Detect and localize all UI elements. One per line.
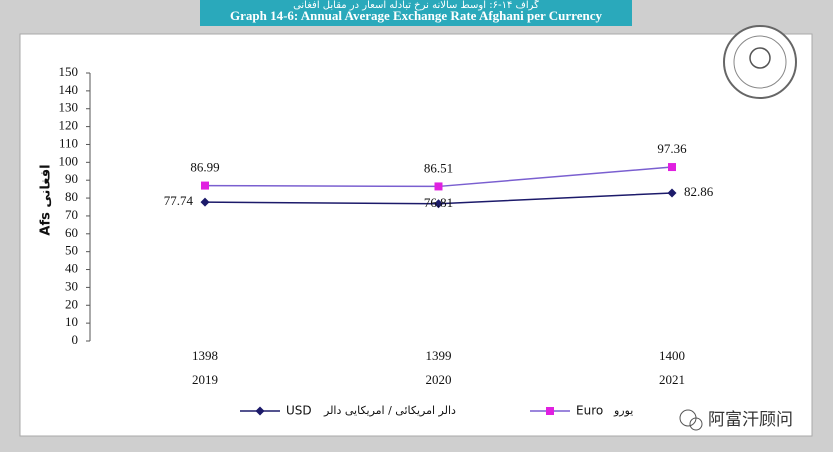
- y-tick-label: 40: [65, 261, 78, 276]
- marker: [546, 407, 554, 415]
- y-tick-label: 140: [59, 82, 79, 97]
- marker: [668, 163, 676, 172]
- y-tick-label: 10: [65, 314, 78, 329]
- y-tick-label: 60: [65, 225, 78, 240]
- y-tick-label: 0: [72, 332, 79, 347]
- panel: [19, 33, 813, 437]
- y-tick-label: 150: [59, 64, 79, 79]
- y-tick-label: 30: [65, 278, 78, 293]
- data-label: 86.99: [190, 160, 219, 175]
- y-tick-label: 130: [59, 100, 79, 115]
- legend-label-local: یورو: [613, 404, 633, 417]
- y-tick-label: 50: [65, 243, 78, 258]
- legend: USD دالر امریکائی / امریکایی دالر Euro یورو: [240, 404, 633, 418]
- marker: [200, 197, 210, 207]
- watermark-text: 阿富汗顾问: [708, 410, 793, 430]
- y-axis-label: Afs افغانی: [39, 164, 54, 235]
- header-title-local: گراف ۱۴-۶: اوسط سالانه نرخ تبادله اسعار …: [293, 0, 539, 11]
- x-tick-label-gregorian: 2021: [659, 372, 685, 387]
- y-tick-label: 90: [65, 171, 78, 186]
- y-tick-label: 20: [65, 296, 78, 311]
- marker: [201, 181, 209, 190]
- marker: [434, 182, 443, 191]
- marker: [667, 188, 677, 198]
- x-tick-label: 1398: [192, 348, 218, 363]
- header-box: [200, 0, 632, 26]
- watermark: 阿富汗顾问: [679, 409, 793, 431]
- legend-label: USD: [286, 404, 312, 418]
- y-tick-label: 80: [65, 189, 78, 204]
- x-tick-label: 1399: [426, 348, 452, 363]
- data-label: 77.74: [164, 193, 194, 208]
- data-label: 86.51: [424, 160, 453, 175]
- y-tick-label: 70: [65, 207, 78, 222]
- legend-label: Euro: [576, 404, 603, 418]
- x-tick-label-gregorian: 2019: [192, 372, 218, 387]
- x-tick-label: 1400: [659, 348, 685, 363]
- data-label: 82.86: [684, 184, 714, 199]
- x-tick-label-gregorian: 2020: [426, 372, 452, 387]
- y-tick-label: 120: [59, 118, 79, 133]
- data-label: 76.81: [424, 195, 453, 210]
- logo: [723, 25, 797, 99]
- marker: [434, 199, 443, 209]
- y-tick-label: 110: [59, 135, 78, 150]
- marker: [255, 406, 265, 416]
- legend-label-local: دالر امریکائی / امریکایی دالر: [323, 404, 456, 417]
- y-tick-label: 100: [59, 153, 79, 168]
- data-label: 97.36: [657, 141, 687, 156]
- header-title: Graph 14-6: Annual Average Exchange Rate…: [230, 8, 602, 23]
